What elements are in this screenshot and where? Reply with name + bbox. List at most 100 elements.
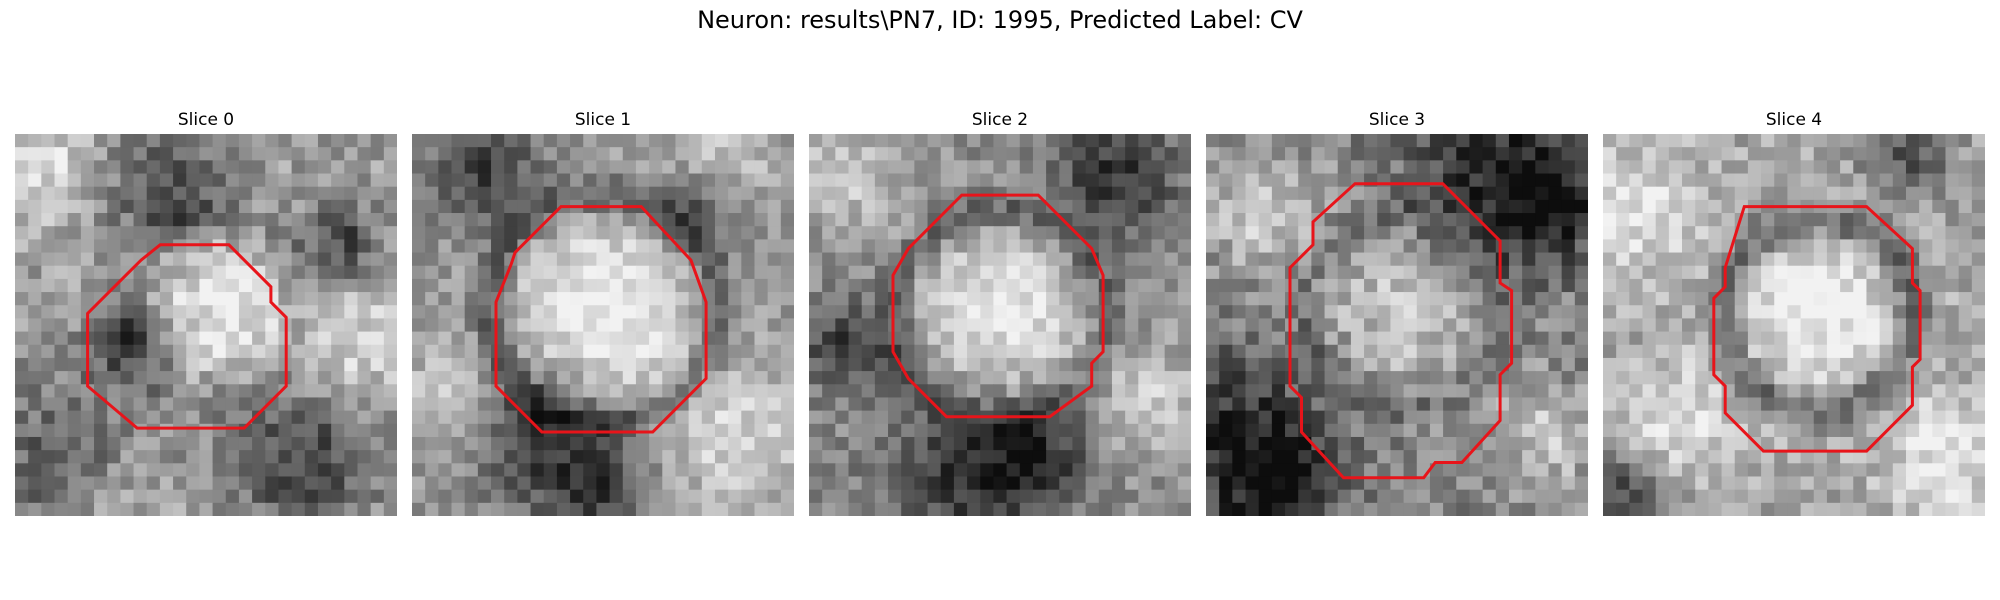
- pixel-cell: [94, 450, 108, 464]
- pixel-cell: [1972, 292, 1985, 306]
- pixel-cell: [504, 134, 518, 148]
- pixel-cell: [862, 174, 876, 188]
- pixel-cell: [781, 384, 794, 398]
- pixel-cell: [954, 174, 968, 188]
- pixel-cell: [160, 147, 174, 161]
- pixel-cell: [1548, 397, 1562, 411]
- pixel-cell: [357, 450, 371, 464]
- pixel-cell: [544, 384, 558, 398]
- pixel-cell: [531, 371, 545, 385]
- pixel-cell: [928, 437, 942, 451]
- pixel-cell: [928, 371, 942, 385]
- pixel-cell: [1469, 253, 1483, 267]
- pixel-cell: [1112, 239, 1126, 253]
- pixel-cell: [1695, 266, 1709, 280]
- pixel-cell: [1417, 371, 1431, 385]
- pixel-cell: [1919, 490, 1933, 504]
- pixel-cell: [1178, 371, 1191, 385]
- pixel-cell: [596, 358, 610, 372]
- pixel-cell: [1509, 384, 1523, 398]
- pixel-cell: [1814, 174, 1828, 188]
- pixel-cell: [941, 424, 955, 438]
- pixel-cell: [1682, 292, 1696, 306]
- pixel-cell: [504, 318, 518, 332]
- pixel-cell: [1165, 437, 1179, 451]
- pixel-cell: [1246, 226, 1260, 240]
- pixel-cell: [862, 134, 876, 148]
- pixel-cell: [1919, 450, 1933, 464]
- pixel-cell: [1840, 213, 1854, 227]
- pixel-cell: [993, 305, 1007, 319]
- pixel-cell: [371, 358, 385, 372]
- pixel-cell: [517, 345, 531, 359]
- pixel-cell: [1404, 397, 1418, 411]
- pixel-cell: [81, 424, 95, 438]
- pixel-cell: [1099, 174, 1113, 188]
- pixel-cell: [1456, 147, 1470, 161]
- pixel-cell: [173, 371, 187, 385]
- pixel-cell: [1046, 174, 1060, 188]
- pixel-cell: [68, 490, 82, 504]
- pixel-cell: [610, 450, 624, 464]
- pixel-cell: [954, 345, 968, 359]
- slice-image-4: [1603, 134, 1985, 516]
- pixel-cell: [941, 345, 955, 359]
- pixel-cell: [849, 450, 863, 464]
- pixel-cell: [438, 345, 452, 359]
- pixel-cell: [1548, 411, 1562, 425]
- pixel-cell: [1748, 424, 1762, 438]
- pixel-cell: [357, 305, 371, 319]
- pixel-cell: [1562, 411, 1576, 425]
- pixel-cell: [1643, 213, 1657, 227]
- pixel-cell: [980, 345, 994, 359]
- pixel-cell: [623, 266, 637, 280]
- pixel-cell: [1351, 397, 1365, 411]
- pixel-cell: [1430, 253, 1444, 267]
- pixel-cell: [1575, 187, 1588, 201]
- pixel-cell: [980, 200, 994, 214]
- pixel-cell: [1364, 345, 1378, 359]
- pixel-cell: [1787, 253, 1801, 267]
- pixel-cell: [1761, 160, 1775, 174]
- pixel-cell: [1046, 292, 1060, 306]
- pixel-cell: [1364, 226, 1378, 240]
- slice-image-0: [15, 134, 397, 516]
- pixel-cell: [570, 437, 584, 451]
- pixel-cell: [1919, 226, 1933, 240]
- pixel-cell: [1787, 345, 1801, 359]
- pixel-cell: [888, 239, 902, 253]
- pixel-cell: [1417, 305, 1431, 319]
- pixel-cell: [741, 437, 755, 451]
- pixel-cell: [1259, 450, 1273, 464]
- pixel-cell: [1522, 424, 1536, 438]
- pixel-cell: [1496, 253, 1510, 267]
- pixel-cell: [583, 503, 597, 516]
- pixel-cell: [1151, 253, 1165, 267]
- pixel-cell: [1165, 463, 1179, 477]
- pixel-cell: [941, 490, 955, 504]
- pixel-cell: [1206, 463, 1220, 477]
- pixel-cell: [81, 463, 95, 477]
- pixel-cell: [1893, 503, 1907, 516]
- pixel-cell: [1151, 134, 1165, 148]
- pixel-cell: [583, 239, 597, 253]
- pixel-cell: [1483, 134, 1497, 148]
- pixel-cell: [1801, 279, 1815, 293]
- pixel-cell: [1827, 187, 1841, 201]
- pixel-cell: [226, 187, 240, 201]
- pixel-cell: [452, 332, 466, 346]
- pixel-cell: [81, 490, 95, 504]
- pixel-cell: [1562, 450, 1576, 464]
- pixel-cell: [1417, 411, 1431, 425]
- pixel-cell: [1020, 213, 1034, 227]
- pixel-cell: [147, 450, 161, 464]
- pixel-cell: [623, 397, 637, 411]
- slice-title-3: Slice 3: [1206, 108, 1588, 132]
- pixel-cell: [1151, 463, 1165, 477]
- pixel-cell: [107, 490, 121, 504]
- pixel-cell: [1735, 490, 1749, 504]
- pixel-cell: [1906, 134, 1920, 148]
- pixel-cell: [1656, 187, 1670, 201]
- pixel-cell: [28, 174, 42, 188]
- pixel-cell: [702, 450, 716, 464]
